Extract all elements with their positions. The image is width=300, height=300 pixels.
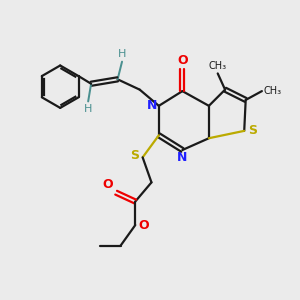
Text: CH₃: CH₃ xyxy=(209,61,227,71)
Text: H: H xyxy=(84,104,92,114)
Text: CH₃: CH₃ xyxy=(264,86,282,96)
Text: O: O xyxy=(103,178,113,191)
Text: O: O xyxy=(139,219,149,232)
Text: N: N xyxy=(177,152,188,164)
Text: O: O xyxy=(177,54,188,67)
Text: S: S xyxy=(130,149,139,162)
Text: N: N xyxy=(147,99,158,112)
Text: H: H xyxy=(118,49,126,59)
Text: S: S xyxy=(248,124,257,137)
